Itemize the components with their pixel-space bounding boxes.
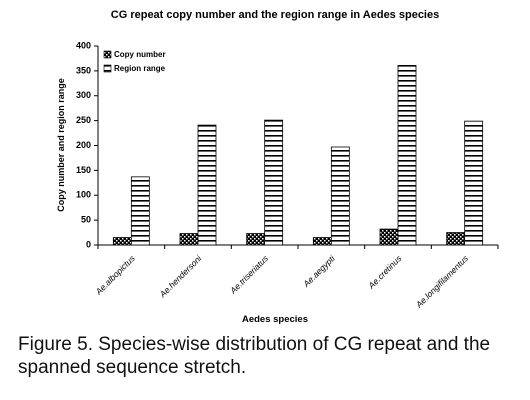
- figure-caption: Figure 5. Species-wise distribution of C…: [18, 334, 491, 378]
- y-tick-label: 0: [86, 239, 91, 249]
- y-tick-label: 150: [76, 165, 91, 175]
- y-tick-label: 400: [76, 40, 91, 50]
- bar: [246, 233, 266, 246]
- bar: [264, 119, 284, 246]
- y-tick-label: 100: [76, 190, 91, 200]
- y-tick-label: 300: [76, 90, 91, 100]
- bar: [130, 176, 150, 246]
- y-tick-label: 200: [76, 140, 91, 150]
- bar: [330, 146, 350, 246]
- x-tick-label: Ae.aegypti: [301, 253, 338, 290]
- bar: [112, 237, 132, 246]
- chart-title: CG repeat copy number and the region ran…: [111, 9, 439, 21]
- x-tick-label: Ae.hendersoni: [157, 253, 204, 300]
- bar: [312, 237, 332, 246]
- y-tick-label: 50: [81, 215, 91, 225]
- bar: [379, 228, 399, 246]
- y-tick-label: 250: [76, 115, 91, 125]
- bar: [464, 120, 484, 246]
- x-tick-label: Ae.albopictus: [93, 253, 137, 297]
- x-tick-label: Ae.triseriatus: [227, 253, 270, 296]
- y-tick-label: 350: [76, 65, 91, 75]
- legend-swatch: [103, 50, 112, 59]
- x-tick-label: Ae.longifilamentus: [413, 253, 470, 310]
- y-axis-label: Copy number and region range: [56, 78, 66, 212]
- x-tick-label: Ae.cretinus: [366, 253, 404, 291]
- chart: CG repeat copy number and the region ran…: [56, 9, 499, 325]
- bar: [397, 65, 417, 246]
- bar: [197, 124, 217, 246]
- bar: [446, 232, 466, 246]
- legend-label: Region range: [114, 64, 166, 73]
- bar: [179, 233, 199, 246]
- legend-swatch: [103, 64, 112, 73]
- legend-label: Copy number: [114, 50, 166, 59]
- x-axis-label: Aedes species: [242, 314, 308, 325]
